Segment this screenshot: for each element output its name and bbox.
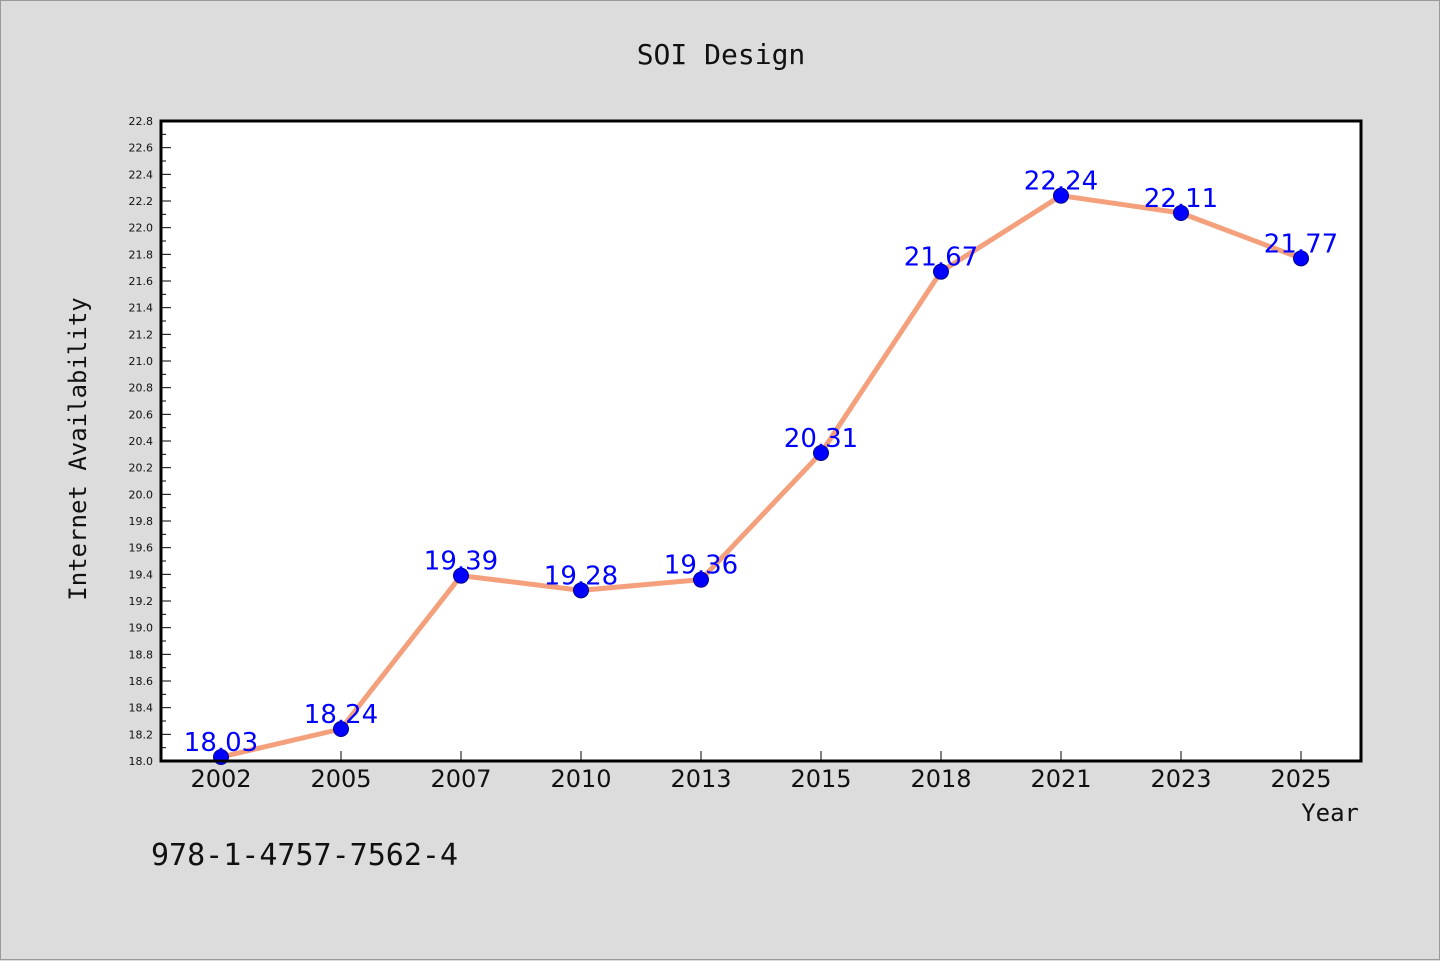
y-tick-label: 21.4 <box>129 302 154 315</box>
data-point <box>693 571 709 588</box>
y-tick-label: 19.8 <box>129 515 154 528</box>
x-axis: 2002 2005 2007 2010 2013 2015 2018 2021 2023 2025 <box>190 751 1332 793</box>
footnote-isbn: 978-1-4757-7562-4 <box>151 838 458 873</box>
y-tick-label: 22.0 <box>129 222 154 235</box>
y-tick-label: 20.8 <box>129 382 154 395</box>
data-label: 19.28 <box>544 561 618 591</box>
chart-title: SOI Design <box>637 38 806 71</box>
y-tick-label: 19.4 <box>129 568 154 581</box>
y-tick-label: 20.0 <box>129 488 154 501</box>
data-point <box>813 445 829 461</box>
data-point <box>1293 250 1309 267</box>
data-label: 21.67 <box>904 243 978 273</box>
y-tick-label: 21.2 <box>129 328 154 341</box>
x-tick-label: 2013 <box>670 765 731 793</box>
x-tick-label: 2018 <box>910 765 971 793</box>
y-tick-label: 21.8 <box>129 248 154 261</box>
data-point <box>1173 205 1189 221</box>
data-label: 19.39 <box>424 547 498 577</box>
y-tick-label: 18.2 <box>129 728 154 741</box>
y-tick-label: 22.4 <box>129 168 154 181</box>
y-axis: 18.0 18.2 18.4 18.6 18.8 19.0 19.2 19.4 19.6 19.8… <box>129 115 171 768</box>
series-line <box>218 193 1304 760</box>
y-tick-label: 20.6 <box>129 408 154 421</box>
y-tick-label: 22.8 <box>129 115 154 128</box>
data-point <box>1053 187 1069 204</box>
data-point <box>573 582 589 599</box>
x-tick-label: 2021 <box>1030 765 1091 793</box>
series-markers <box>213 187 1309 765</box>
data-point <box>933 263 949 280</box>
data-label: 22.11 <box>1144 184 1218 214</box>
x-tick-label: 2023 <box>1150 765 1211 793</box>
data-label: 20.31 <box>784 424 858 454</box>
x-tick-label: 2007 <box>430 765 491 793</box>
data-label: 18.03 <box>184 728 258 758</box>
y-tick-label: 20.2 <box>129 462 154 475</box>
y-tick-label: 19.0 <box>129 622 154 635</box>
y-tick-label: 19.6 <box>129 542 154 555</box>
y-tick-label: 22.6 <box>129 142 154 155</box>
y-tick-label: 19.2 <box>129 595 154 608</box>
data-label: 18.24 <box>304 700 378 730</box>
y-tick-label: 18.6 <box>129 675 154 688</box>
y-tick-label: 18.0 <box>129 755 154 768</box>
x-tick-label: 2025 <box>1270 765 1331 793</box>
y-tick-label: 21.6 <box>129 275 154 288</box>
y-tick-label: 20.4 <box>129 435 154 448</box>
plot-frame <box>159 119 1363 763</box>
y-tick-label: 18.8 <box>129 648 154 661</box>
x-axis-label: Year <box>1301 799 1359 827</box>
y-axis-label: Internet Availability <box>64 297 92 600</box>
data-label: 21.77 <box>1264 229 1338 259</box>
y-tick-label: 18.4 <box>129 702 154 715</box>
data-label: 19.36 <box>664 551 738 581</box>
data-labels: 18.03 18.24 19.39 19.28 19.36 20.31 21.67 22.24… <box>184 167 1338 758</box>
data-point <box>333 721 349 737</box>
y-tick-label: 21.0 <box>129 355 154 368</box>
data-label: 22.24 <box>1024 167 1098 197</box>
plot-area <box>161 121 1361 761</box>
x-tick-label: 2015 <box>790 765 851 793</box>
x-tick-label: 2002 <box>190 765 251 793</box>
y-tick-label: 22.2 <box>129 195 154 208</box>
x-tick-label: 2010 <box>550 765 611 793</box>
data-point <box>453 567 469 584</box>
x-tick-label: 2005 <box>310 765 371 793</box>
